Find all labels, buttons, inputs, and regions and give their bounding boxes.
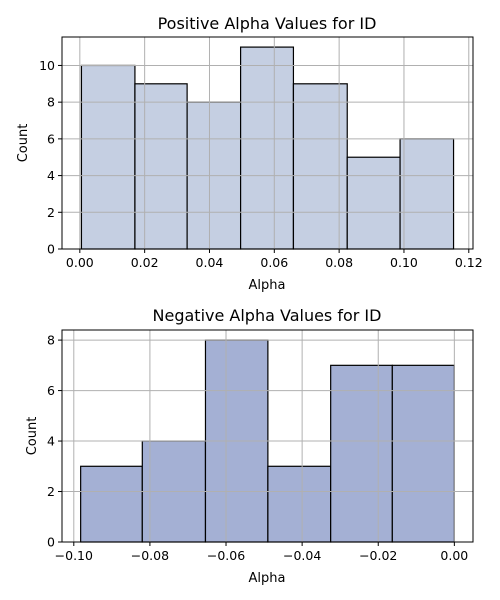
x-tick-label: 0.10: [390, 255, 418, 270]
y-tick-label: 6: [47, 383, 55, 398]
chart-title: Positive Alpha Values for ID: [158, 14, 377, 33]
x-tick-label: 0.08: [325, 255, 353, 270]
x-tick-label: −0.02: [359, 548, 397, 563]
histogram-bar: [399, 138, 455, 250]
y-tick-label: 8: [47, 95, 55, 110]
x-tick-label: 0.00: [66, 255, 94, 270]
x-tick-label: −0.04: [283, 548, 321, 563]
x-tick-label: 0.02: [131, 255, 159, 270]
y-tick-label: 2: [47, 484, 55, 499]
histogram-bar: [80, 465, 143, 543]
x-tick-label: 0.04: [196, 255, 224, 270]
y-tick-label: 0: [47, 242, 55, 257]
histogram-bar: [330, 364, 393, 543]
y-tick-label: 2: [47, 205, 55, 220]
chart-positive-alpha: Positive Alpha Values for ID Alpha Count…: [16, 14, 483, 293]
axes-frame: [61, 329, 474, 543]
histogram-bar: [80, 64, 136, 250]
axes-frame: [61, 36, 474, 250]
x-tick-label: −0.10: [55, 548, 93, 563]
histogram-bar: [346, 156, 401, 250]
y-axis-label: Count: [16, 124, 31, 163]
x-tick-label: 0.00: [440, 548, 468, 563]
x-tick-label: 0.06: [260, 255, 288, 270]
y-tick-label: 8: [47, 333, 55, 348]
histogram-bar: [134, 83, 188, 250]
y-axis-label: Count: [25, 417, 40, 456]
y-tick-label: 0: [47, 535, 55, 550]
y-tick-label: 4: [47, 434, 55, 449]
histogram-bar: [391, 364, 455, 543]
x-tick-label: −0.06: [207, 548, 245, 563]
y-tick-label: 6: [47, 131, 55, 146]
y-tick-label: 4: [47, 168, 55, 183]
chart-negative-alpha: Negative Alpha Values for ID Alpha Count…: [25, 306, 474, 586]
histogram-bar: [292, 83, 348, 250]
histogram-bar: [267, 465, 332, 543]
x-tick-label: −0.08: [131, 548, 169, 563]
y-tick-label: 10: [39, 58, 55, 73]
chart-title: Negative Alpha Values for ID: [153, 306, 382, 325]
histogram-bar: [239, 46, 295, 250]
x-axis-label: Alpha: [249, 571, 286, 586]
x-tick-label: 0.12: [455, 255, 483, 270]
x-axis-label: Alpha: [249, 278, 286, 293]
